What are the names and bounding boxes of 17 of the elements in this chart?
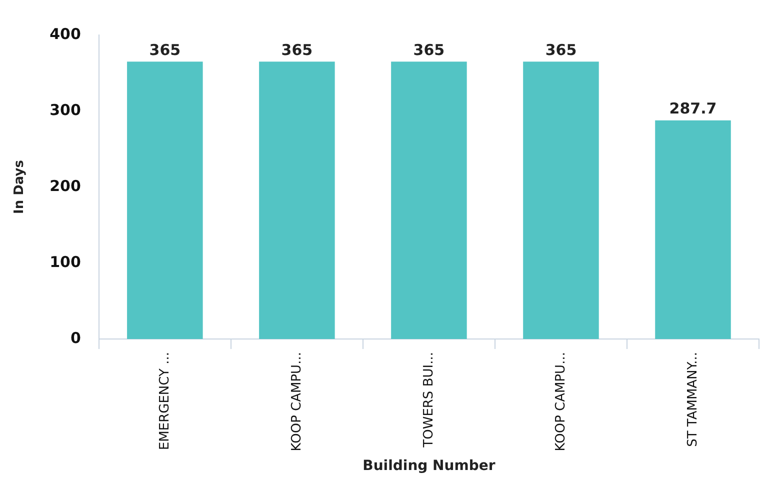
y-tick-label: 300: [50, 100, 81, 119]
data-label: 365: [545, 40, 577, 59]
data-label: 365: [413, 40, 445, 59]
x-axis-title: Building Number: [362, 458, 496, 474]
data-label: 365: [281, 40, 313, 59]
data-label: 365: [149, 40, 181, 59]
x-tick-label: ST TAMMANY...: [685, 352, 700, 447]
x-tick-label: TOWERS BUI...: [421, 352, 436, 448]
x-tick-label: KOOP CAMPU...: [553, 352, 568, 452]
x-tick-label: KOOP CAMPU...: [289, 352, 304, 452]
y-tick-label: 200: [50, 176, 81, 195]
x-tick-label: EMERGENCY ...: [157, 352, 172, 450]
y-tick-label: 100: [50, 252, 81, 271]
y-tick-label: 0: [70, 328, 81, 347]
y-axis-title: In Days: [12, 160, 28, 214]
data-label: 287.7: [669, 100, 717, 118]
y-tick-label: 400: [50, 24, 81, 43]
